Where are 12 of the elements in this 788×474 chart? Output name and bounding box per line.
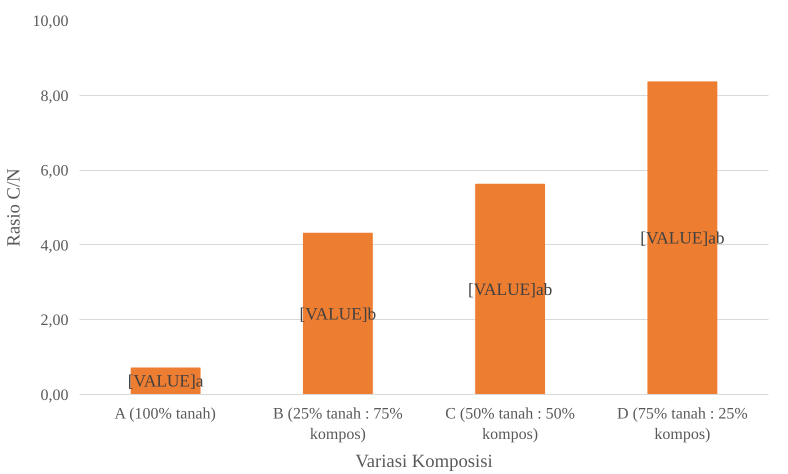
y-tick-label: 2,00 <box>40 312 68 330</box>
y-tick-label: 4,00 <box>40 237 68 254</box>
x-axis-title: Variasi Komposisi <box>355 450 493 472</box>
x-tick-label: C (50% tanah : 50% kompos) <box>445 406 575 443</box>
y-tick-label: 0,00 <box>40 387 68 404</box>
x-tick-label: D (75% tanah : 25% kompos) <box>617 406 748 443</box>
x-tick-label: A (100% tanah) <box>114 406 216 422</box>
y-tick-label: 8,00 <box>40 88 68 105</box>
y-tick-label: 6,00 <box>40 162 68 180</box>
x-tick-label: B (25% tanah : 75% kompos) <box>273 406 403 443</box>
y-axis-title: Rasio C/N <box>4 168 24 247</box>
y-tick-label: 10,00 <box>32 13 68 30</box>
